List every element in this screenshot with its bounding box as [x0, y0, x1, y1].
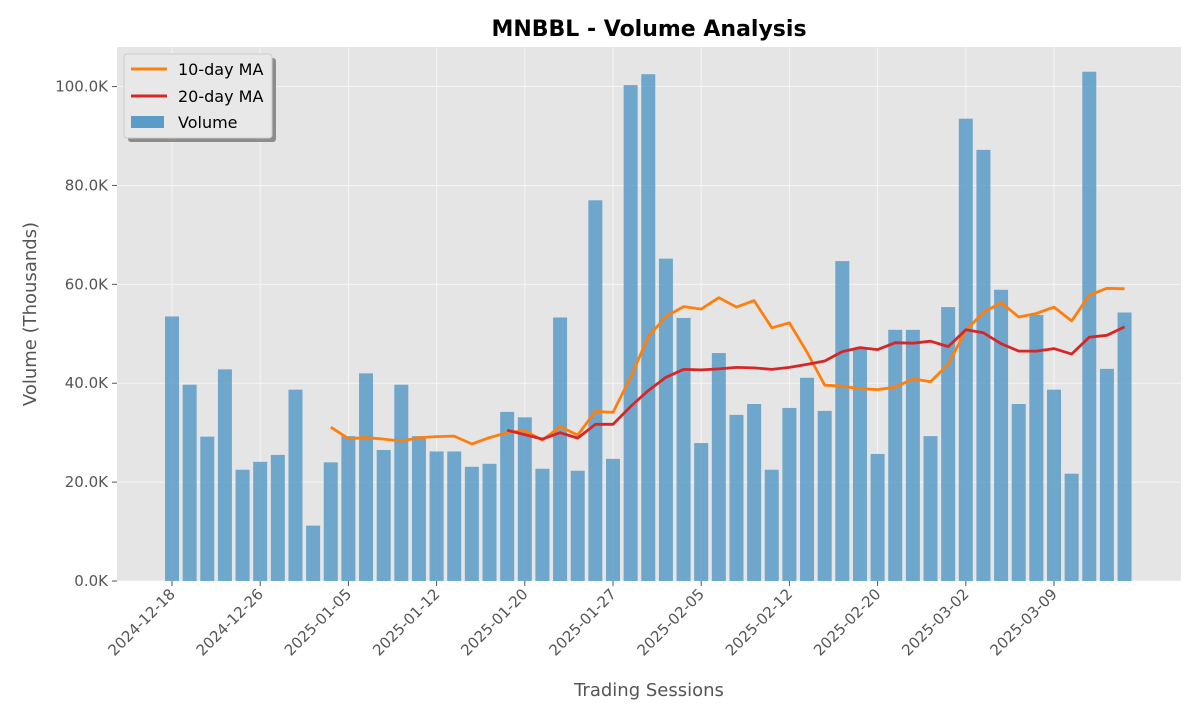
volume-bar	[270, 454, 285, 581]
volume-bar	[306, 525, 321, 581]
series-line-10-day-ma	[330, 286, 1125, 446]
volume-bar	[535, 468, 550, 581]
volume-bar	[711, 353, 726, 581]
x-tick-label: 2025-02-12	[722, 585, 796, 659]
volume-bar	[782, 407, 797, 581]
volume-bar	[976, 149, 991, 581]
volume-bar	[376, 449, 391, 581]
series-line-20-day-ma	[506, 325, 1126, 441]
volume-bar	[835, 261, 850, 581]
y-tick-label: 80.0K	[65, 176, 109, 194]
volume-bar	[235, 469, 250, 581]
volume-bar	[482, 463, 497, 581]
legend-entry-20day: 20-day MA	[178, 87, 263, 106]
volume-bar	[623, 85, 638, 582]
volume-bar	[747, 403, 762, 581]
volume-bar	[411, 436, 426, 581]
volume-bar	[641, 74, 656, 581]
volume-bar	[553, 317, 568, 581]
volume-bar	[658, 258, 673, 581]
volume-bar	[729, 414, 744, 581]
x-axis-ticks: 2024-12-18 2024-12-26 2025-01-05 2025-01-12…	[104, 581, 1061, 659]
volume-bar	[447, 451, 462, 581]
volume-bar	[1082, 71, 1097, 581]
volume-bar	[958, 118, 973, 581]
chart-title: MNBBL - Volume Analysis	[491, 17, 806, 42]
volume-bar	[517, 417, 532, 581]
x-axis-label: Trading Sessions	[573, 680, 724, 701]
x-tick-label: 2024-12-18	[104, 585, 178, 659]
volume-bar	[606, 458, 620, 581]
legend: 10-day MA 20-day MA Volume	[123, 53, 276, 142]
volume-bar	[694, 443, 709, 581]
volume-bar	[1029, 314, 1044, 581]
volume-bar	[1047, 389, 1061, 581]
volume-bar	[1117, 312, 1132, 581]
volume-bar	[1011, 403, 1026, 581]
moving-average-lines	[330, 286, 1126, 446]
volume-bar	[341, 436, 356, 581]
volume-bar	[429, 451, 444, 581]
x-tick-label: 2025-01-12	[369, 585, 443, 659]
volume-bar	[870, 453, 885, 581]
y-tick-label: 20.0K	[65, 473, 109, 491]
legend-entry-10day: 10-day MA	[178, 60, 263, 79]
volume-bar	[676, 317, 691, 581]
x-tick-label: 2025-03-09	[986, 585, 1060, 659]
volume-bar	[200, 436, 215, 581]
volume-bar	[182, 384, 197, 581]
volume-bar	[1099, 368, 1114, 581]
volume-bar	[359, 373, 374, 581]
volume-bar	[323, 462, 338, 581]
volume-bar	[253, 461, 268, 581]
legend-swatch-volume	[131, 116, 164, 128]
y-tick-label: 0.0K	[74, 572, 109, 590]
volume-bar	[800, 377, 815, 581]
x-tick-label: 2025-03-02	[898, 585, 972, 659]
volume-bar	[288, 389, 303, 581]
x-tick-label: 2025-01-05	[281, 585, 355, 659]
y-tick-label: 40.0K	[65, 374, 109, 392]
volume-bar	[1064, 473, 1079, 581]
y-tick-label: 60.0K	[65, 275, 109, 293]
y-axis-label: Volume (Thousands)	[20, 222, 41, 406]
volume-bar	[165, 316, 179, 581]
x-tick-label: 2024-12-26	[193, 585, 267, 659]
volume-bar	[888, 329, 903, 581]
x-tick-label: 2025-02-20	[810, 585, 884, 659]
volume-bar	[570, 470, 585, 581]
volume-bar	[394, 384, 409, 581]
x-tick-label: 2025-01-20	[457, 585, 531, 659]
volume-bars	[165, 71, 1132, 582]
y-axis-ticks: 0.0K 20.0K 40.0K 60.0K 80.0K 100.0K	[55, 78, 117, 590]
volume-bar	[905, 329, 920, 581]
volume-bar	[500, 411, 515, 581]
volume-bar	[217, 369, 232, 581]
volume-bar	[994, 289, 1009, 581]
volume-bar	[941, 307, 956, 581]
volume-bar	[852, 348, 867, 581]
legend-entry-volume: Volume	[178, 113, 238, 132]
y-tick-label: 100.0K	[55, 78, 109, 96]
x-tick-label: 2025-01-27	[545, 585, 619, 659]
x-tick-label: 2025-02-05	[634, 585, 708, 659]
volume-bar	[464, 466, 479, 581]
volume-bar	[588, 200, 603, 581]
volume-bar	[923, 436, 938, 581]
volume-bar	[764, 469, 779, 581]
volume-bar	[817, 410, 832, 581]
